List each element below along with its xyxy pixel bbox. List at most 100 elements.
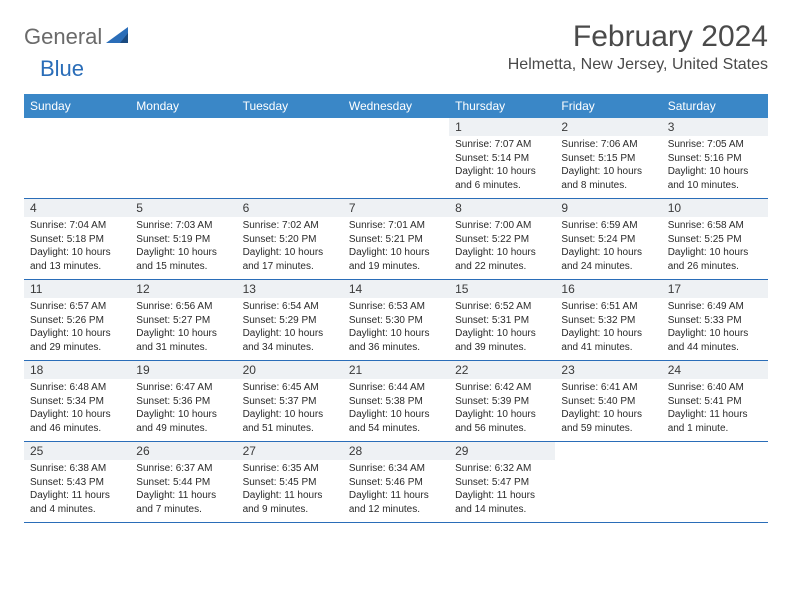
day-details: Sunrise: 6:47 AMSunset: 5:36 PMDaylight:… — [136, 381, 230, 435]
calendar-day-cell: 25 Sunrise: 6:38 AMSunset: 5:43 PMDayligh… — [24, 442, 130, 522]
day-details: Sunrise: 6:49 AMSunset: 5:33 PMDaylight:… — [668, 300, 762, 354]
day-number: 21 — [343, 361, 449, 379]
calendar-day-cell: 14Sunrise: 6:53 AMSunset: 5:30 PMDayligh… — [343, 280, 449, 360]
day-details: Sunrise: 7:02 AMSunset: 5:20 PMDaylight:… — [243, 219, 337, 273]
day-number: 1 — [449, 118, 555, 136]
calendar-day-cell: 15 Sunrise: 6:52 AMSunset: 5:31 PMDayligh… — [449, 280, 555, 360]
day-number: 6 — [237, 199, 343, 217]
calendar-day-cell: 5 Sunrise: 7:03 AMSunset: 5:19 PMDaylight… — [130, 199, 236, 279]
day-details: Sunrise: 7:04 AMSunset: 5:18 PMDaylight:… — [30, 219, 124, 273]
day-number: 11 — [24, 280, 130, 298]
day-number: 9 — [555, 199, 661, 217]
calendar-day-cell: 4 Sunrise: 7:04 AMSunset: 5:18 PMDaylight… — [24, 199, 130, 279]
day-number: 26 — [130, 442, 236, 460]
day-details: Sunrise: 6:32 AMSunset: 5:47 PMDaylight:… — [455, 462, 549, 516]
day-number: 29 — [449, 442, 555, 460]
day-number: 17 — [662, 280, 768, 298]
day-details: Sunrise: 6:59 AMSunset: 5:24 PMDaylight:… — [561, 219, 655, 273]
day-details: Sunrise: 6:57 AMSunset: 5:26 PMDaylight:… — [30, 300, 124, 354]
day-number: 19 — [130, 361, 236, 379]
calendar-day-cell: 28 Sunrise: 6:34 AMSunset: 5:46 PMDayligh… — [343, 442, 449, 522]
logo-text-general: General — [24, 24, 102, 50]
day-details: Sunrise: 6:44 AMSunset: 5:38 PMDaylight:… — [349, 381, 443, 435]
calendar-day-cell: 26 Sunrise: 6:37 AMSunset: 5:44 PMDayligh… — [130, 442, 236, 522]
calendar-day-cell: 13 Sunrise: 6:54 AMSunset: 5:29 PMDayligh… — [237, 280, 343, 360]
day-number: 24 — [662, 361, 768, 379]
calendar-day-cell: . — [343, 118, 449, 198]
logo: General — [24, 24, 134, 50]
day-details: Sunrise: 7:00 AMSunset: 5:22 PMDaylight:… — [455, 219, 549, 273]
day-details: Sunrise: 6:53 AMSunset: 5:30 PMDaylight:… — [349, 300, 443, 354]
calendar-week-row: ....1Sunrise: 7:07 AMSunset: 5:14 PMDayl… — [24, 118, 768, 199]
day-number: 8 — [449, 199, 555, 217]
day-number: 10 — [662, 199, 768, 217]
calendar-day-cell: 18 Sunrise: 6:48 AMSunset: 5:34 PMDayligh… — [24, 361, 130, 441]
calendar-day-cell: . — [237, 118, 343, 198]
calendar-day-cell: 1 Sunrise: 7:07 AMSunset: 5:14 PMDaylight… — [449, 118, 555, 198]
calendar-header-cell: Saturday — [662, 94, 768, 118]
calendar-header-cell: Friday — [555, 94, 661, 118]
calendar-day-cell: 19 Sunrise: 6:47 AMSunset: 5:36 PMDayligh… — [130, 361, 236, 441]
calendar-day-cell: 22Sunrise: 6:42 AMSunset: 5:39 PMDayligh… — [449, 361, 555, 441]
calendar-day-cell: 24 Sunrise: 6:40 AMSunset: 5:41 PMDayligh… — [662, 361, 768, 441]
day-details: Sunrise: 6:56 AMSunset: 5:27 PMDaylight:… — [136, 300, 230, 354]
calendar-day-cell: 9 Sunrise: 6:59 AMSunset: 5:24 PMDaylight… — [555, 199, 661, 279]
calendar-day-cell: 12 Sunrise: 6:56 AMSunset: 5:27 PMDayligh… — [130, 280, 236, 360]
calendar-header-row: SundayMondayTuesdayWednesdayThursdayFrid… — [24, 94, 768, 118]
day-details: Sunrise: 6:54 AMSunset: 5:29 PMDaylight:… — [243, 300, 337, 354]
day-number: 2 — [555, 118, 661, 136]
calendar-day-cell: . — [130, 118, 236, 198]
day-number: 5 — [130, 199, 236, 217]
day-details: Sunrise: 7:01 AMSunset: 5:21 PMDaylight:… — [349, 219, 443, 273]
calendar-header-cell: Sunday — [24, 94, 130, 118]
calendar-day-cell: 8 Sunrise: 7:00 AMSunset: 5:22 PMDaylight… — [449, 199, 555, 279]
day-number: 20 — [237, 361, 343, 379]
day-number: 16 — [555, 280, 661, 298]
day-number: 15 — [449, 280, 555, 298]
day-details: Sunrise: 6:41 AMSunset: 5:40 PMDaylight:… — [561, 381, 655, 435]
calendar-day-cell: 10Sunrise: 6:58 AMSunset: 5:25 PMDayligh… — [662, 199, 768, 279]
location-subtitle: Helmetta, New Jersey, United States — [508, 56, 768, 74]
calendar-day-cell: . — [24, 118, 130, 198]
day-number: 22 — [449, 361, 555, 379]
day-details: Sunrise: 6:40 AMSunset: 5:41 PMDaylight:… — [668, 381, 762, 435]
title-block: February 2024 Helmetta, New Jersey, Unit… — [508, 20, 768, 74]
day-number: 12 — [130, 280, 236, 298]
day-details: Sunrise: 6:45 AMSunset: 5:37 PMDaylight:… — [243, 381, 337, 435]
day-number: 3 — [662, 118, 768, 136]
calendar-header-cell: Monday — [130, 94, 236, 118]
day-details: Sunrise: 7:07 AMSunset: 5:14 PMDaylight:… — [455, 138, 549, 192]
calendar-header-cell: Tuesday — [237, 94, 343, 118]
day-details: Sunrise: 6:35 AMSunset: 5:45 PMDaylight:… — [243, 462, 337, 516]
calendar-day-cell: 21 Sunrise: 6:44 AMSunset: 5:38 PMDayligh… — [343, 361, 449, 441]
day-details: Sunrise: 6:34 AMSunset: 5:46 PMDaylight:… — [349, 462, 443, 516]
calendar-day-cell: 7Sunrise: 7:01 AMSunset: 5:21 PMDaylight… — [343, 199, 449, 279]
day-details: Sunrise: 6:38 AMSunset: 5:43 PMDaylight:… — [30, 462, 124, 516]
day-number: 4 — [24, 199, 130, 217]
month-title: February 2024 — [508, 20, 768, 54]
calendar-day-cell: 27Sunrise: 6:35 AMSunset: 5:45 PMDayligh… — [237, 442, 343, 522]
calendar-week-row: 4 Sunrise: 7:04 AMSunset: 5:18 PMDaylight… — [24, 199, 768, 280]
calendar: SundayMondayTuesdayWednesdayThursdayFrid… — [24, 94, 768, 523]
calendar-day-cell: 29 Sunrise: 6:32 AMSunset: 5:47 PMDayligh… — [449, 442, 555, 522]
calendar-day-cell: 11 Sunrise: 6:57 AMSunset: 5:26 PMDayligh… — [24, 280, 130, 360]
calendar-day-cell: 23 Sunrise: 6:41 AMSunset: 5:40 PMDayligh… — [555, 361, 661, 441]
calendar-day-cell: . — [662, 442, 768, 522]
day-number: 13 — [237, 280, 343, 298]
day-details: Sunrise: 6:52 AMSunset: 5:31 PMDaylight:… — [455, 300, 549, 354]
day-number: 25 — [24, 442, 130, 460]
day-number: 23 — [555, 361, 661, 379]
day-details: Sunrise: 7:05 AMSunset: 5:16 PMDaylight:… — [668, 138, 762, 192]
calendar-header-cell: Wednesday — [343, 94, 449, 118]
day-details: Sunrise: 6:48 AMSunset: 5:34 PMDaylight:… — [30, 381, 124, 435]
calendar-week-row: 25 Sunrise: 6:38 AMSunset: 5:43 PMDayligh… — [24, 442, 768, 523]
day-details: Sunrise: 6:37 AMSunset: 5:44 PMDaylight:… — [136, 462, 230, 516]
day-details: Sunrise: 7:06 AMSunset: 5:15 PMDaylight:… — [561, 138, 655, 192]
day-details: Sunrise: 7:03 AMSunset: 5:19 PMDaylight:… — [136, 219, 230, 273]
calendar-header-cell: Thursday — [449, 94, 555, 118]
day-number: 28 — [343, 442, 449, 460]
day-details: Sunrise: 6:51 AMSunset: 5:32 PMDaylight:… — [561, 300, 655, 354]
day-number: 18 — [24, 361, 130, 379]
logo-text-blue: Blue — [40, 56, 84, 82]
calendar-day-cell: 17 Sunrise: 6:49 AMSunset: 5:33 PMDayligh… — [662, 280, 768, 360]
